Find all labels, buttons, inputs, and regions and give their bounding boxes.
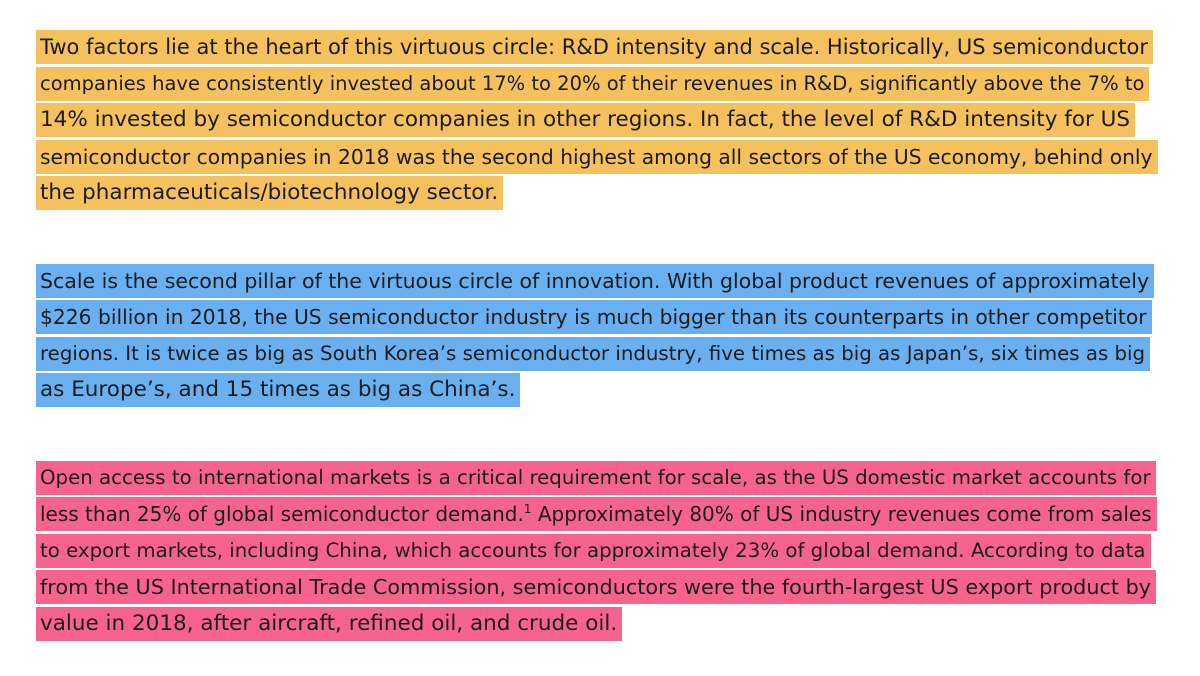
text-fragment: Approximately 80% of US industry revenue… xyxy=(537,502,1152,526)
paragraph-market-access: Open access to international markets is … xyxy=(36,460,1186,644)
highlighted-text-line: as Europe’s, and 15 times as big as Chin… xyxy=(36,373,521,407)
highlighted-text-line: from the US International Trade Commissi… xyxy=(36,570,1157,604)
highlighted-text-line: the pharmaceuticals/biotechnology sector… xyxy=(36,176,504,210)
paragraph-rd-intensity: Two factors lie at the heart of this vir… xyxy=(36,30,1186,213)
highlighted-text-line: value in 2018, after aircraft, refined o… xyxy=(36,606,623,641)
document-body: Two factors lie at the heart of this vir… xyxy=(36,30,1186,643)
highlighted-text-line: Scale is the second pillar of the virtuo… xyxy=(36,263,1155,298)
paragraph-scale: Scale is the second pillar of the virtuo… xyxy=(36,263,1186,410)
highlighted-text-line: less than 25% of global semiconductor de… xyxy=(36,497,1157,531)
highlighted-text-line: Two factors lie at the heart of this vir… xyxy=(36,30,1154,64)
highlighted-text-line: Open access to international markets is … xyxy=(36,460,1156,495)
highlighted-text-line: regions. It is twice as big as South Kor… xyxy=(36,336,1151,371)
text-fragment: less than 25% of global semiconductor de… xyxy=(40,502,524,526)
highlighted-text-line: semiconductor companies in 2018 was the … xyxy=(36,139,1158,174)
highlighted-text-line: companies have consistently invested abo… xyxy=(36,66,1150,101)
highlighted-text-line: 14% invested by semiconductor companies … xyxy=(36,103,1136,137)
highlighted-text-line: $226 billion in 2018, the US semiconduct… xyxy=(36,300,1152,334)
footnote-marker[interactable]: 1 xyxy=(523,502,532,516)
highlighted-text-line: to export markets, including China, whic… xyxy=(36,533,1151,568)
